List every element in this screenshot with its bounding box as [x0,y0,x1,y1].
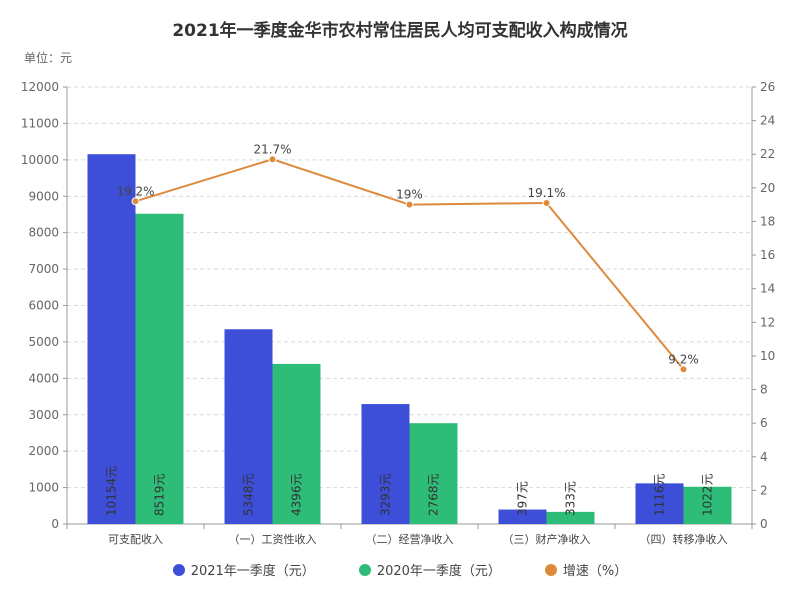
y-left-tick-label: 7000 [28,262,59,276]
bar-2020-value-label: 2768元 [427,473,441,516]
y-left-tick-label: 11000 [21,116,59,130]
bar-2021-value-label: 3293元 [379,473,393,516]
growth-value-label: 19.2% [116,184,154,198]
y-left-tick-label: 0 [51,517,59,531]
bar-2021 [361,404,410,524]
growth-point [542,198,551,207]
legend-marker-growth [544,563,557,576]
data-labels: 10154元 8519元 5348元 4396元 3293元 2768元 397元 333元 1… [105,142,715,516]
growth-point [131,197,140,206]
growth-point [405,200,414,209]
y-right-tick-label: 4 [760,450,768,464]
bar-2020 [546,511,595,524]
y-right-tick-label: 14 [760,282,775,296]
legend-marker-2020 [358,563,371,576]
legend-marker-2021 [172,563,185,576]
y-left-tick-label: 8000 [28,226,59,240]
bar-2021 [635,483,684,524]
y-left-tick-label: 4000 [28,371,59,385]
x-tick-label: （二）经营净收入 [366,532,454,546]
bar-2020 [409,423,458,524]
bar-2021 [87,154,136,525]
y-right-tick-label: 22 [760,147,775,161]
y-right-tick-label: 8 [760,383,768,397]
growth-value-label: 21.7% [253,142,291,156]
bar-2020-value-label: 8519元 [153,473,167,516]
y-left-tick-label: 1000 [28,481,59,495]
y-right-tick-label: 10 [760,349,775,363]
y-left-tick-label: 5000 [28,335,59,349]
growth-value-label: 19.1% [527,186,565,200]
bar-2021-value-label: 397元 [516,481,530,516]
legend: 2021年一季度（元） 2020年一季度（元） 增速（%） [0,560,800,579]
legend-label-2021: 2021年一季度（元） [190,564,315,579]
legend-label-2020: 2020年一季度（元） [376,564,501,579]
bar-2021-value-label: 10154元 [105,466,119,516]
y-right-tick-label: 24 [760,114,775,128]
bar-2020 [683,486,732,524]
y-right-tick-label: 12 [760,315,775,329]
bars [87,154,732,525]
legend-item-2021[interactable]: 2021年一季度（元） [172,560,315,579]
y-right-tick-label: 0 [760,517,768,531]
bar-2020 [272,363,321,524]
bar-2020-value-label: 333元 [564,481,578,516]
y-left-tick-label: 6000 [28,299,59,313]
y-right-tick-label: 2 [760,483,768,497]
growth-point [268,155,277,164]
y-right-tick-label: 18 [760,214,775,228]
y-left-tick-label: 2000 [28,444,59,458]
legend-label-growth: 增速（%） [562,564,628,579]
bar-2021-value-label: 5348元 [242,473,256,516]
bar-2020-value-label: 4396元 [290,473,304,516]
unit-label: 单位：元 [24,51,73,65]
growth-line [131,155,688,374]
bar-2020 [135,213,184,524]
chart-title: 2021年一季度金华市农村常住居民人均可支配收入构成情况 [172,21,628,41]
y-left-tick-label: 12000 [21,80,59,94]
y-right-tick-label: 20 [760,181,775,195]
y-right-tick-label: 6 [760,416,768,430]
bar-2021 [498,509,547,524]
bar-2021 [224,329,273,524]
x-tick-label: （四）转移净收入 [640,532,728,546]
y-left-tick-label: 10000 [21,153,59,167]
y-right-tick-label: 16 [760,248,775,262]
axes: 0100020003000400050006000700080009000100… [21,80,775,546]
growth-point [679,365,688,374]
bar-2021-value-label: 1116元 [653,473,667,516]
y-left-tick-label: 3000 [28,408,59,422]
growth-value-label: 9.2% [668,352,699,366]
y-right-tick-label: 26 [760,80,775,94]
y-left-tick-label: 9000 [28,189,59,203]
legend-item-growth[interactable]: 增速（%） [544,560,628,579]
x-tick-label: 可支配收入 [108,532,163,546]
bar-2020-value-label: 1022元 [701,473,715,516]
x-tick-label: （三）财产净收入 [503,532,591,546]
growth-value-label: 19% [396,188,423,202]
legend-item-2020[interactable]: 2020年一季度（元） [358,560,501,579]
x-tick-label: （一）工资性收入 [229,532,317,546]
